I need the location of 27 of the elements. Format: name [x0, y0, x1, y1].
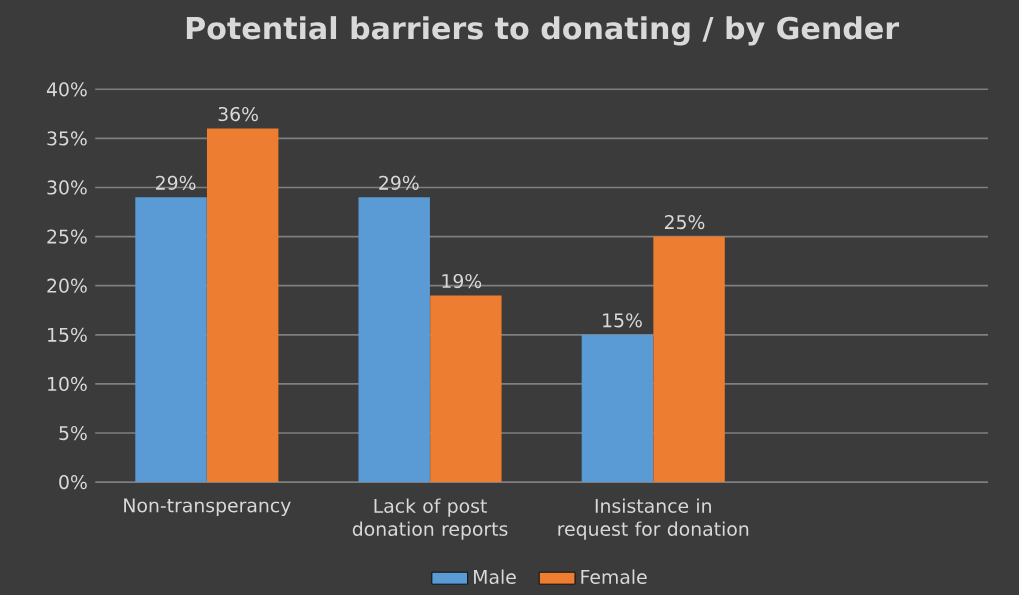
data-label: 25%: [664, 214, 705, 230]
bar: [430, 295, 502, 482]
bar: [581, 334, 654, 482]
data-label: 29%: [156, 175, 196, 190]
y-tick-label: 30%: [47, 180, 87, 195]
y-tick-label: 15%: [48, 327, 87, 342]
y-tick-label: 25%: [47, 229, 87, 244]
x-tick-label: Non-transperancy: [124, 498, 291, 516]
y-tick-label: 5%: [59, 425, 87, 440]
bar: [653, 236, 725, 482]
y-tick-label: 20%: [47, 278, 87, 293]
data-label: 36%: [218, 106, 258, 122]
y-tick-label: 10%: [48, 376, 87, 391]
y-tick-label: 0%: [59, 474, 87, 490]
y-tick-label: 35%: [47, 131, 87, 146]
y-tick-label: 40%: [46, 82, 87, 97]
x-tick-label: Insistance in request for donation: [558, 498, 749, 540]
data-label: 15%: [603, 313, 642, 328]
chart-title: Potential barriers to donating / by Gender: [186, 16, 900, 46]
legend-label: Female: [581, 569, 647, 584]
bar: [206, 128, 279, 482]
bar: [358, 197, 430, 482]
data-label: 29%: [379, 175, 419, 190]
bar: [135, 197, 207, 482]
legend-label: Male: [474, 569, 516, 584]
data-label: 19%: [442, 273, 482, 288]
x-tick-label: Lack of post donation reports: [352, 498, 508, 540]
